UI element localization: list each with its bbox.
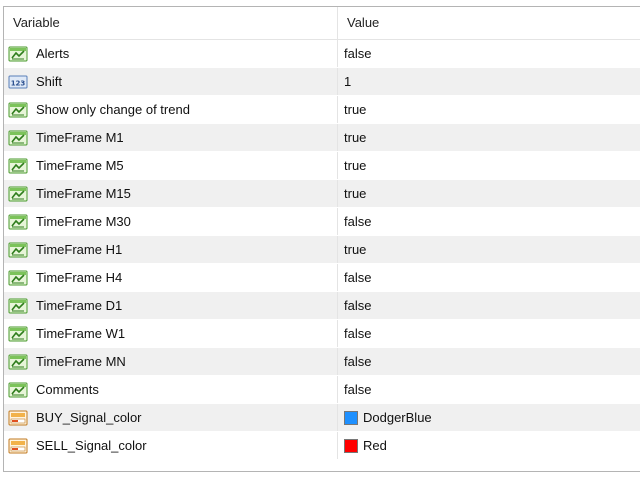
variable-cell[interactable]: Alerts [4,40,338,67]
table-row[interactable]: SELL_Signal_color Red [4,432,640,460]
table-row[interactable]: TimeFrame H1 true [4,236,640,264]
variable-value: false [344,270,372,285]
variable-value: false [344,382,372,397]
variable-value: true [344,102,367,117]
variable-name: TimeFrame M15 [36,186,131,201]
variable-cell[interactable]: TimeFrame H1 [4,236,338,263]
variable-cell[interactable]: TimeFrame M1 [4,124,338,151]
variable-name: TimeFrame MN [36,354,126,369]
variable-value: false [344,354,372,369]
value-cell[interactable]: false [338,292,640,319]
variable-name: Comments [36,382,99,397]
value-cell[interactable]: false [338,376,640,403]
color-swatch[interactable] [344,410,358,425]
variable-value: true [344,242,367,257]
bool-icon [8,185,28,203]
value-cell[interactable]: true [338,236,640,263]
table-row[interactable]: TimeFrame M1 true [4,124,640,152]
table-row[interactable]: Alerts false [4,40,640,68]
table-row[interactable]: TimeFrame W1 false [4,320,640,348]
value-cell[interactable]: true [338,152,640,179]
int-icon [8,73,28,91]
table-row[interactable]: TimeFrame H4 false [4,264,640,292]
variable-name: TimeFrame W1 [36,326,126,341]
value-cell[interactable]: DodgerBlue [338,404,640,431]
table-row[interactable]: TimeFrame M15 true [4,180,640,208]
variable-name: Alerts [36,46,70,61]
bool-icon [8,213,28,231]
variable-name: TimeFrame M5 [36,158,124,173]
value-cell[interactable]: false [338,264,640,291]
color-swatch[interactable] [344,438,358,453]
variable-value: DodgerBlue [363,410,432,425]
variable-cell[interactable]: TimeFrame H4 [4,264,338,291]
value-cell[interactable]: Red [338,432,640,459]
variable-name: TimeFrame M30 [36,214,131,229]
bool-icon [8,241,28,259]
table-row[interactable]: Show only change of trend true [4,96,640,124]
bool-icon [8,353,28,371]
variable-cell[interactable]: BUY_Signal_color [4,404,338,431]
table-row[interactable]: TimeFrame MN false [4,348,640,376]
variable-cell[interactable]: TimeFrame M5 [4,152,338,179]
variable-value: true [344,186,367,201]
inputs-table: Variable Value Alerts false Shift 1 Show onl… [3,6,640,472]
variable-value: true [344,158,367,173]
bool-icon [8,269,28,287]
variable-value: false [344,46,372,61]
variable-name: SELL_Signal_color [36,438,147,453]
value-cell[interactable]: true [338,180,640,207]
table-row[interactable]: BUY_Signal_color DodgerBlue [4,404,640,432]
table-row[interactable]: TimeFrame M30 false [4,208,640,236]
variable-cell[interactable]: SELL_Signal_color [4,432,338,459]
variable-cell[interactable]: TimeFrame MN [4,348,338,375]
variable-name: Shift [36,74,63,89]
variable-cell[interactable]: TimeFrame W1 [4,320,338,347]
bool-icon [8,381,28,399]
variable-value: Red [363,438,387,453]
value-cell[interactable]: false [338,208,640,235]
variable-value: 1 [344,74,352,89]
variable-name: TimeFrame H4 [36,270,123,285]
bool-icon [8,325,28,343]
bool-icon [8,157,28,175]
value-cell[interactable]: false [338,320,640,347]
variable-cell[interactable]: Comments [4,376,338,403]
variable-cell[interactable]: TimeFrame M15 [4,180,338,207]
table-row[interactable]: Comments false [4,376,640,404]
table-body: Alerts false Shift 1 Show only change of tre… [4,40,640,460]
variable-value: false [344,326,372,341]
value-cell[interactable]: false [338,348,640,375]
value-cell[interactable]: false [338,40,640,67]
variable-value: true [344,130,367,145]
value-cell[interactable]: 1 [338,68,640,95]
variable-name: Show only change of trend [36,102,190,117]
bool-icon [8,129,28,147]
color-icon [8,437,28,455]
bool-icon [8,101,28,119]
bool-icon [8,297,28,315]
variable-cell[interactable]: TimeFrame D1 [4,292,338,319]
header-variable[interactable]: Variable [4,7,338,39]
value-cell[interactable]: true [338,96,640,123]
variable-name: TimeFrame H1 [36,242,123,257]
variable-name: TimeFrame M1 [36,130,124,145]
table-header: Variable Value [4,7,640,40]
variable-value: false [344,214,372,229]
value-cell[interactable]: true [338,124,640,151]
variable-value: false [344,298,372,313]
variable-cell[interactable]: Shift [4,68,338,95]
bool-icon [8,45,28,63]
table-row[interactable]: Shift 1 [4,68,640,96]
table-row[interactable]: TimeFrame D1 false [4,292,640,320]
variable-cell[interactable]: Show only change of trend [4,96,338,123]
color-icon [8,409,28,427]
variable-cell[interactable]: TimeFrame M30 [4,208,338,235]
table-row[interactable]: TimeFrame M5 true [4,152,640,180]
variable-name: TimeFrame D1 [36,298,123,313]
variable-name: BUY_Signal_color [36,410,142,425]
header-value[interactable]: Value [347,15,380,30]
